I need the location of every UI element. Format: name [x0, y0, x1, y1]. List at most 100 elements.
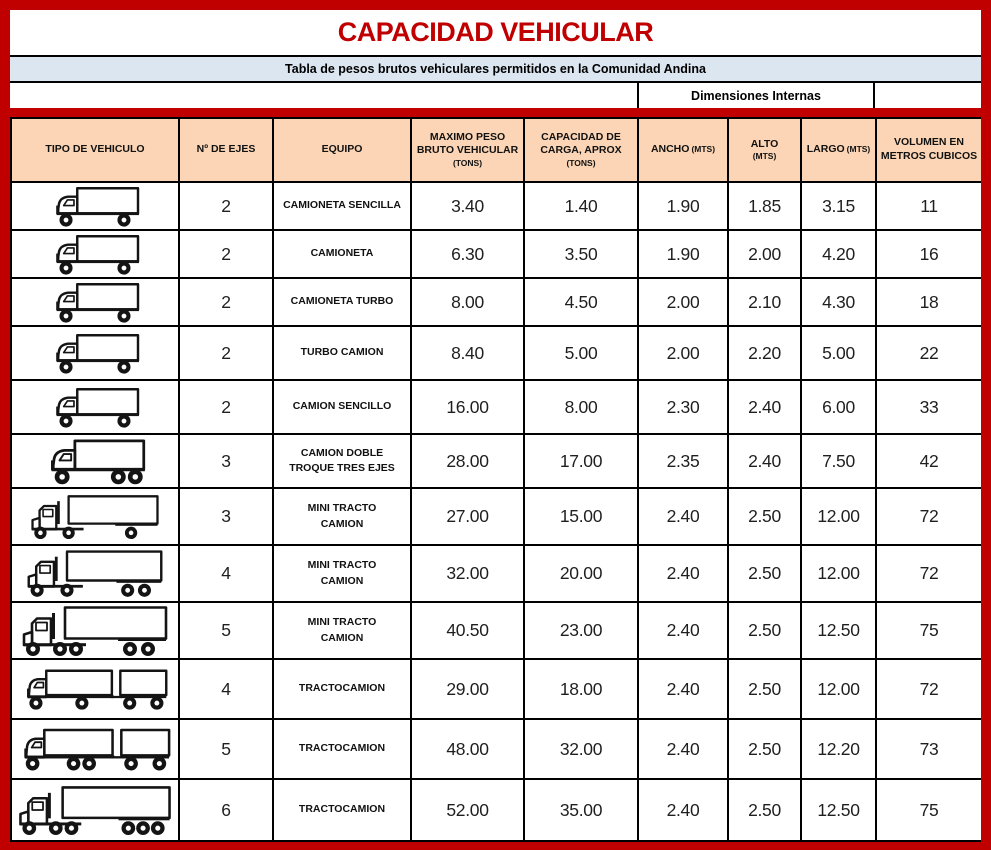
col-header-tipo-de-vehiculo: TIPO DE VEHICULO	[10, 117, 180, 183]
col-header-ancho: ANCHO (MTS)	[637, 117, 729, 183]
cell-ejes: 2	[178, 277, 274, 327]
cell-equipo: MINI TRACTO CAMION	[272, 544, 412, 603]
cell-equipo: TURBO CAMION	[272, 325, 412, 381]
title-band: CAPACIDAD VEHICULAR	[10, 10, 981, 55]
cell-equipo: MINI TRACTO CAMION	[272, 601, 412, 660]
cell-capacidad: 3.50	[523, 229, 639, 279]
cell-volumen: 22	[875, 325, 981, 381]
cell-max-peso: 52.00	[410, 778, 525, 842]
cell-capacidad: 35.00	[523, 778, 639, 842]
cell-equipo: MINI TRACTO CAMION	[272, 487, 412, 546]
table-body: 2 CAMIONETA SENCILLA 3.40 1.40 1.90 1.85…	[10, 181, 981, 842]
col-header-capacidad-carga: CAPACIDAD DE CARGA, APROX (TONS)	[523, 117, 639, 183]
table-row: 2 CAMIONETA SENCILLA 3.40 1.40 1.90 1.85…	[10, 181, 981, 231]
vehicle-capacity-table: TIPO DE VEHICULO Nº DE EJES EQUIPO MAXIM…	[10, 117, 981, 842]
cell-capacidad: 32.00	[523, 718, 639, 780]
cell-volumen: 18	[875, 277, 981, 327]
cell-ancho: 2.35	[637, 433, 729, 489]
cell-volumen: 16	[875, 229, 981, 279]
subtitle-band: Tabla de pesos brutos vehiculares permit…	[10, 55, 981, 83]
semi-truck-6axle-icon	[16, 785, 174, 836]
cell-largo: 12.50	[800, 601, 877, 660]
cell-ejes: 6	[178, 778, 274, 842]
cell-largo: 5.00	[800, 325, 877, 381]
dimensiones-internas-header: Dimensiones Internas	[637, 83, 875, 108]
cell-largo: 12.50	[800, 778, 877, 842]
box-truck-2axle-icon	[48, 185, 142, 228]
cell-largo: 12.00	[800, 658, 877, 720]
cell-ejes: 2	[178, 229, 274, 279]
cell-capacidad: 5.00	[523, 325, 639, 381]
cell-ejes: 2	[178, 181, 274, 231]
table-row: 3 CAMION DOBLE TROQUE TRES EJES 28.00 17…	[10, 433, 981, 489]
cell-max-peso: 8.00	[410, 277, 525, 327]
cell-vehicle-icon	[10, 325, 180, 381]
truck-trailer-5axle-icon	[17, 726, 173, 773]
cell-volumen: 73	[875, 718, 981, 780]
cell-ancho: 2.40	[637, 601, 729, 660]
col-header-largo: LARGO (MTS)	[800, 117, 877, 183]
cell-max-peso: 16.00	[410, 379, 525, 435]
cell-max-peso: 32.00	[410, 544, 525, 603]
cell-vehicle-icon	[10, 379, 180, 435]
cell-vehicle-icon	[10, 601, 180, 660]
cell-volumen: 42	[875, 433, 981, 489]
semi-truck-3axle-icon	[29, 494, 161, 540]
cell-ejes: 2	[178, 325, 274, 381]
semi-truck-4axle-icon	[25, 549, 165, 598]
cell-largo: 6.00	[800, 379, 877, 435]
cell-equipo: CAMIONETA TURBO	[272, 277, 412, 327]
cell-vehicle-icon	[10, 277, 180, 327]
cell-largo: 4.20	[800, 229, 877, 279]
table-row: 3 MINI TRACTO CAMION 27.00 15.00 2.40 2.…	[10, 487, 981, 546]
cell-alto: 2.20	[727, 325, 802, 381]
cell-alto: 2.40	[727, 379, 802, 435]
cell-ejes: 4	[178, 544, 274, 603]
cell-alto: 2.50	[727, 778, 802, 842]
cell-equipo: TRACTOCAMION	[272, 778, 412, 842]
cell-max-peso: 6.30	[410, 229, 525, 279]
cell-volumen: 75	[875, 778, 981, 842]
cell-largo: 3.15	[800, 181, 877, 231]
cell-capacidad: 17.00	[523, 433, 639, 489]
cell-ejes: 3	[178, 433, 274, 489]
dimensiones-row: Dimensiones Internas	[10, 83, 981, 108]
cell-max-peso: 48.00	[410, 718, 525, 780]
cell-ejes: 5	[178, 718, 274, 780]
cell-max-peso: 27.00	[410, 487, 525, 546]
cell-max-peso: 29.00	[410, 658, 525, 720]
cell-capacidad: 23.00	[523, 601, 639, 660]
cell-largo: 12.20	[800, 718, 877, 780]
cell-ejes: 4	[178, 658, 274, 720]
cell-ejes: 5	[178, 601, 274, 660]
page-title: CAPACIDAD VEHICULAR	[337, 17, 654, 47]
cell-volumen: 72	[875, 544, 981, 603]
cell-ancho: 1.90	[637, 229, 729, 279]
box-truck-2axle-icon	[48, 332, 142, 375]
box-truck-2axle-icon	[48, 281, 142, 324]
cell-vehicle-icon	[10, 544, 180, 603]
cell-ancho: 1.90	[637, 181, 729, 231]
cell-volumen: 33	[875, 379, 981, 435]
dimensiones-spacer-right	[875, 83, 981, 108]
table-row: 5 MINI TRACTO CAMION 40.50 23.00 2.40 2.…	[10, 601, 981, 660]
cell-equipo: CAMION DOBLE TROQUE TRES EJES	[272, 433, 412, 489]
cell-vehicle-icon	[10, 229, 180, 279]
box-truck-2axle-icon	[48, 233, 142, 276]
column-header-row: TIPO DE VEHICULO Nº DE EJES EQUIPO MAXIM…	[10, 117, 981, 183]
cell-ancho: 2.40	[637, 544, 729, 603]
cell-capacidad: 20.00	[523, 544, 639, 603]
cell-capacidad: 15.00	[523, 487, 639, 546]
cell-ejes: 2	[178, 379, 274, 435]
cell-largo: 4.30	[800, 277, 877, 327]
table-row: 6 TRACTOCAMION 52.00 35.00 2.40 2.50 12.…	[10, 778, 981, 842]
cell-volumen: 72	[875, 658, 981, 720]
dimensiones-spacer-left	[10, 83, 637, 108]
cell-equipo: CAMIONETA SENCILLA	[272, 181, 412, 231]
subtitle-text: Tabla de pesos brutos vehiculares permit…	[285, 62, 706, 76]
cell-ancho: 2.00	[637, 277, 729, 327]
cell-volumen: 75	[875, 601, 981, 660]
col-header-maximo-peso: MAXIMO PESO BRUTO VEHICULAR (TONS)	[410, 117, 525, 183]
cell-largo: 12.00	[800, 487, 877, 546]
